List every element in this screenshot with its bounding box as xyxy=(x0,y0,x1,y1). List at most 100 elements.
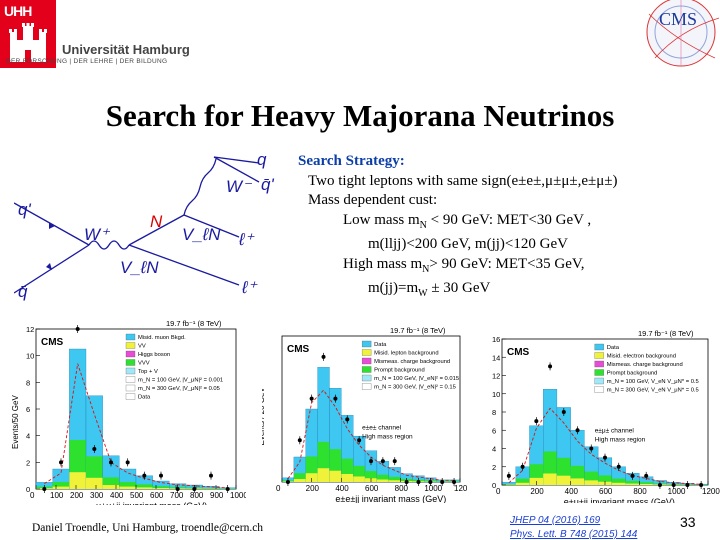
x-tick-label: 300 xyxy=(90,491,104,500)
legend-entry: m_N = 300 GeV, |V_μN|² = 0.05 xyxy=(138,386,220,392)
x-axis-label: μ±μ±jj invariant mass (GeV) xyxy=(96,501,207,505)
label-q-prime: q' xyxy=(18,200,31,219)
plot-annotation: e±e± channel xyxy=(362,424,401,431)
label-lepton-bottom: ℓ⁺ xyxy=(241,278,258,297)
x-tick-label: 200 xyxy=(70,491,84,500)
x-tick-label: 200 xyxy=(530,487,544,496)
label-w-plus: W⁺ xyxy=(84,225,111,244)
plot-area: CMS 19.7 fb⁻¹ (8 TeV) Misid. muon Bkgd. VV H… xyxy=(11,319,246,505)
bar-component xyxy=(136,487,153,489)
legend-swatch xyxy=(361,357,372,365)
bar-component xyxy=(52,486,70,489)
x-tick-label: 200 xyxy=(306,484,320,493)
label-qbar: q̄ xyxy=(18,282,28,301)
label-lepton-top: ℓ⁺ xyxy=(238,230,255,249)
plot-mumu: CMS 19.7 fb⁻¹ (8 TeV) Misid. muon Bkgd. VV H… xyxy=(11,319,246,505)
legend-swatch xyxy=(361,340,372,348)
y-tick-label: 6 xyxy=(492,426,496,435)
legend-entry: Misid. electron background xyxy=(607,354,676,360)
legend-swatch xyxy=(125,342,136,349)
x-tick-label: 1000 xyxy=(668,487,686,496)
x-tick-label: 500 xyxy=(130,491,144,500)
x-tick-label: 0 xyxy=(276,484,281,493)
plot-annotation: High mass region xyxy=(595,436,646,443)
y-axis-label: Events / 20 GeV xyxy=(484,390,486,449)
legend-swatch xyxy=(594,369,604,376)
strategy-line-3: Low mass mN < 90 GeV: MET<30 GeV , xyxy=(343,211,592,231)
footer-author: Daniel Troendle, Uni Hamburg, troendle@c… xyxy=(32,522,264,534)
bar-component xyxy=(611,478,626,485)
label-qbar-prime: q̄' xyxy=(261,175,274,194)
x-tick-label: 400 xyxy=(565,487,579,496)
reference-link-1[interactable]: JHEP 04 (2016) 169 xyxy=(510,515,601,526)
plot-legend: Misid. muon Bkgd. VV Higgs boson VVV Top + V… xyxy=(125,333,223,401)
uhh-logo: UHH xyxy=(0,0,56,68)
y-tick-label: 4 xyxy=(492,445,496,454)
bar-component xyxy=(625,483,640,485)
label-w-minus: W⁻ xyxy=(226,177,253,196)
bar-component xyxy=(515,478,530,485)
page-title: Search for Heavy Majorana Neutrinos xyxy=(105,98,615,133)
legend-swatch xyxy=(361,374,372,382)
plot-cms-label: CMS xyxy=(287,344,310,355)
x-tick-label: 900 xyxy=(210,491,224,500)
y-tick-label: 2 xyxy=(492,463,496,472)
bar-component xyxy=(388,476,401,482)
legend-entry: m_N = 100 GeV, V_eN V_μN* = 0.5 xyxy=(607,379,699,385)
plot-area: CMS 19.7 fb⁻¹ (8 TeV) Data Misid. lepton ba… xyxy=(262,326,467,503)
legend-swatch xyxy=(125,359,136,366)
bar-component xyxy=(365,471,377,482)
y-tick-label: 8 xyxy=(26,378,30,387)
y-tick-label: 0 xyxy=(492,481,496,490)
legend-entry: Data xyxy=(607,345,620,351)
bar-component xyxy=(625,480,640,485)
strategy-line-1: Two tight leptons with same sign(e±e±,μ±… xyxy=(308,172,618,189)
y-tick-label: 16 xyxy=(492,335,500,344)
signal-line xyxy=(287,389,455,481)
plot-area: CMS 19.7 fb⁻¹ (8 TeV) Data Misid. electron … xyxy=(484,329,720,503)
reference-link-2[interactable]: Phys. Lett. B 748 (2015) 144 xyxy=(510,529,638,540)
cms-logo: CMS xyxy=(646,0,720,67)
legend-entry: VVV xyxy=(138,361,150,367)
bar-component xyxy=(341,458,354,482)
bar-component xyxy=(202,488,220,489)
x-tick-label: 1200 xyxy=(454,484,467,493)
x-tick-label: 0 xyxy=(30,491,35,500)
y-tick-label: 14 xyxy=(492,353,500,362)
bar-component xyxy=(317,468,330,482)
legend-entry: Prompt background xyxy=(607,371,658,377)
bar-component xyxy=(329,449,342,482)
legend-entry: Misid. lepton background xyxy=(374,351,438,357)
page-number: 33 xyxy=(680,514,696,530)
legend-swatch xyxy=(361,383,372,390)
x-tick-label: 800 xyxy=(395,484,409,493)
bar-component xyxy=(119,486,136,489)
legend-entry: Top + V xyxy=(138,369,158,375)
bar-component xyxy=(584,480,599,485)
legend-entry: Mismeas. charge background xyxy=(374,359,450,365)
x-tick-label: 600 xyxy=(150,491,164,500)
strategy-text: Search Strategy: Two tight leptons with … xyxy=(298,152,618,304)
signal-line xyxy=(508,407,702,485)
plot-lumi: 19.7 fb⁻¹ (8 TeV) xyxy=(166,319,222,328)
legend-entry: Data xyxy=(138,395,151,401)
feynman-diagram: q q̄' W⁻ q' W⁺ N V_ℓN ℓ⁺ q̄ V_ℓN ℓ⁺ xyxy=(14,150,274,301)
bar-component xyxy=(305,473,318,482)
legend-swatch xyxy=(125,367,136,375)
y-tick-label: 10 xyxy=(492,390,500,399)
bar-component xyxy=(598,475,612,485)
bar-component xyxy=(305,456,318,482)
legend-entry: m_N = 100 GeV, |V_eN|² = 0.015 xyxy=(374,376,459,382)
x-tick-label: 600 xyxy=(365,484,379,493)
bar-component xyxy=(639,482,654,485)
cms-logo-text: CMS xyxy=(659,9,697,29)
y-tick-label: 6 xyxy=(26,405,30,414)
bar-component xyxy=(353,476,366,482)
plot-legend: Data Misid. electron background Mismeas. c… xyxy=(594,343,699,394)
x-tick-label: 1000 xyxy=(230,491,246,500)
legend-swatch xyxy=(125,333,136,341)
legend-swatch xyxy=(125,393,136,400)
signal-line xyxy=(44,363,228,489)
legend-swatch xyxy=(594,352,604,359)
bar-component xyxy=(353,465,366,482)
